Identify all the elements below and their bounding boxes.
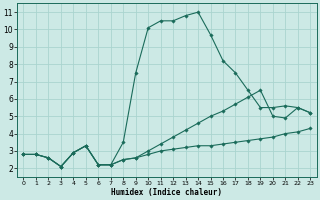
- X-axis label: Humidex (Indice chaleur): Humidex (Indice chaleur): [111, 188, 222, 197]
